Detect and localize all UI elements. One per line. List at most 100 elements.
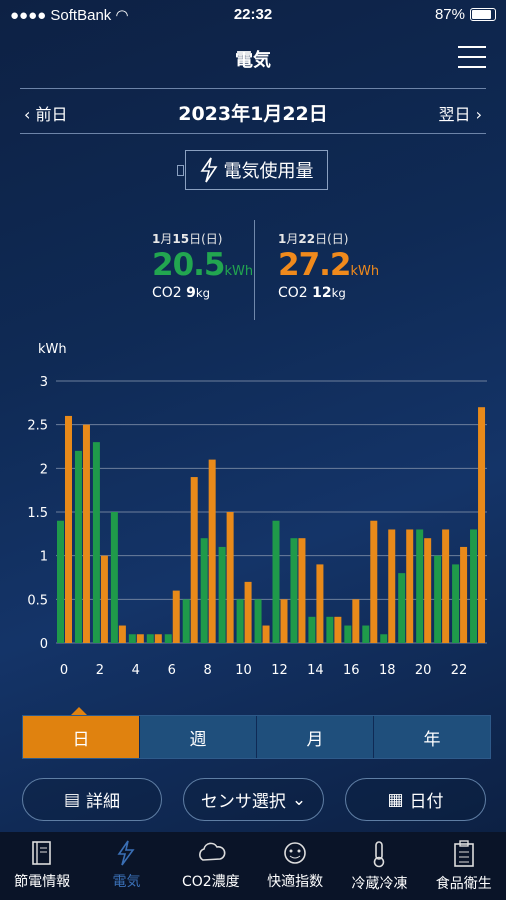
lightning-icon [199, 157, 217, 183]
bar-previous [57, 520, 64, 643]
bar-previous [146, 634, 154, 643]
sensor-checkbox[interactable] [177, 165, 184, 176]
bar-previous [308, 616, 316, 643]
bar-current [82, 424, 90, 643]
current-date: 2023年1月22日 [178, 103, 328, 125]
carrier-name: SoftBank [50, 7, 112, 24]
next-day-button[interactable]: 翌日 › [439, 101, 483, 125]
tabbar-item-co2[interactable]: CO2濃度 [169, 832, 253, 900]
compare-previous-date: 1月15日(日) [152, 232, 223, 246]
bar-previous [182, 599, 190, 643]
detail-button[interactable]: ▤ 詳細 [22, 778, 162, 821]
status-time: 22:32 [233, 6, 273, 23]
x-tick-label: 14 [307, 663, 324, 678]
sensor-label[interactable]: 電気使用量 [185, 150, 328, 190]
bar-current [136, 634, 144, 643]
tab-month[interactable]: 月 [256, 716, 373, 758]
bar-previous [272, 520, 280, 643]
bar-current [370, 520, 378, 643]
tab-week[interactable]: 週 [139, 716, 256, 758]
compare-current-co2: CO2 12kg [278, 285, 346, 301]
compare-previous-co2: CO2 9kg [152, 285, 211, 301]
bar-current [388, 529, 396, 643]
bar-previous [200, 538, 208, 643]
tabbar-label: 食品衛生 [435, 876, 492, 892]
tabbar-label: 節電情報 [14, 874, 71, 890]
y-axis-label: kWh [38, 342, 67, 357]
bar-current [244, 581, 252, 643]
hamburger-menu-icon[interactable] [458, 46, 486, 68]
compare-current-value: 27.2kWh [278, 247, 380, 283]
book-icon [32, 841, 51, 865]
y-tick-label: 1.5 [27, 506, 48, 521]
bar-current [460, 546, 468, 643]
x-tick-label: 0 [60, 663, 68, 678]
bar-current [280, 599, 288, 643]
x-tick-label: 6 [168, 663, 176, 678]
x-tick-label: 22 [451, 663, 468, 678]
x-tick-label: 2 [96, 663, 104, 678]
y-tick-label: 2 [40, 462, 48, 477]
tab-day[interactable]: 日 [23, 716, 139, 758]
bar-previous [452, 564, 460, 643]
prev-day-label: 前日 [35, 105, 68, 124]
tab-year[interactable]: 年 [373, 716, 490, 758]
x-tick-label: 8 [204, 663, 212, 678]
bar-previous [434, 555, 442, 643]
sensor-select-button[interactable]: センサ選択 ⌄ [183, 778, 324, 821]
wifi-icon: ◠ [115, 7, 129, 24]
bar-previous [218, 546, 226, 643]
compare-previous-value: 20.5kWh [152, 247, 254, 283]
sensor-select-label: センサ選択 [200, 792, 286, 812]
tabbar-item-comfort[interactable]: 快適指数 [253, 832, 337, 900]
bar-current [442, 529, 450, 643]
x-tick-label: 18 [379, 663, 396, 678]
bar-previous [74, 450, 82, 643]
chevron-right-icon: › [470, 105, 482, 124]
page-title: 電気 [235, 50, 271, 71]
clipboard-icon [453, 840, 474, 867]
date-button[interactable]: ▦ 日付 [345, 778, 486, 821]
bar-previous [290, 538, 298, 643]
status-bar: ●●●● SoftBank ◠ 22:32 87% [0, 0, 506, 30]
bar-current [226, 512, 234, 643]
x-tick-label: 10 [235, 663, 252, 678]
tabbar-item-saving-info[interactable]: 節電情報 [0, 832, 84, 900]
bar-current [478, 407, 486, 643]
bar-current [190, 477, 198, 643]
cloud-icon [198, 842, 226, 861]
y-tick-label: 3 [40, 375, 48, 390]
tabbar-label: 快適指数 [267, 874, 324, 890]
bar-previous [344, 625, 352, 643]
compare-previous: 1月15日(日) 20.5kWh CO2 9kg [152, 230, 253, 301]
tab-caret [71, 707, 87, 715]
bar-previous [164, 634, 172, 643]
tabbar-label: 電気 [112, 874, 141, 890]
y-tick-label: 2.5 [27, 419, 48, 434]
bar-current [208, 459, 216, 643]
bar-previous [362, 625, 370, 643]
date-navigator: ‹ 前日 2023年1月22日 翌日 › [20, 88, 486, 134]
bar-current [334, 616, 342, 643]
bar-previous [92, 442, 100, 643]
bar-current [262, 625, 270, 643]
bar-current [424, 538, 432, 643]
bottom-tab-bar: 節電情報 電気 CO2濃度 快適指数 冷蔵冷凍 食品衛生 [0, 832, 506, 900]
battery-percent: 87% [434, 6, 465, 23]
tabbar-label: 冷蔵冷凍 [351, 876, 408, 892]
bar-previous [110, 512, 118, 643]
lightning-icon [117, 840, 136, 866]
tabbar-item-electricity[interactable]: 電気 [84, 832, 168, 900]
period-tabs: 日 週 月 年 [22, 715, 491, 759]
bar-current [172, 590, 180, 643]
battery-icon [470, 8, 496, 21]
usage-bar-chart: kWh 0 0.5 1 1.5 2 2.5 3 0 2 4 6 8 10 12 14 16 18 20 22 [27, 342, 487, 678]
bar-previous [236, 599, 244, 643]
prev-day-button[interactable]: ‹ 前日 [24, 101, 68, 125]
bar-previous [128, 634, 136, 643]
tabbar-item-fridge[interactable]: 冷蔵冷凍 [337, 832, 421, 900]
sensor-label-text: 電気使用量 [223, 161, 314, 182]
tabbar-item-food-hygiene[interactable]: 食品衛生 [422, 832, 506, 900]
x-tick-label: 16 [343, 663, 360, 678]
thermometer-icon [374, 841, 385, 868]
